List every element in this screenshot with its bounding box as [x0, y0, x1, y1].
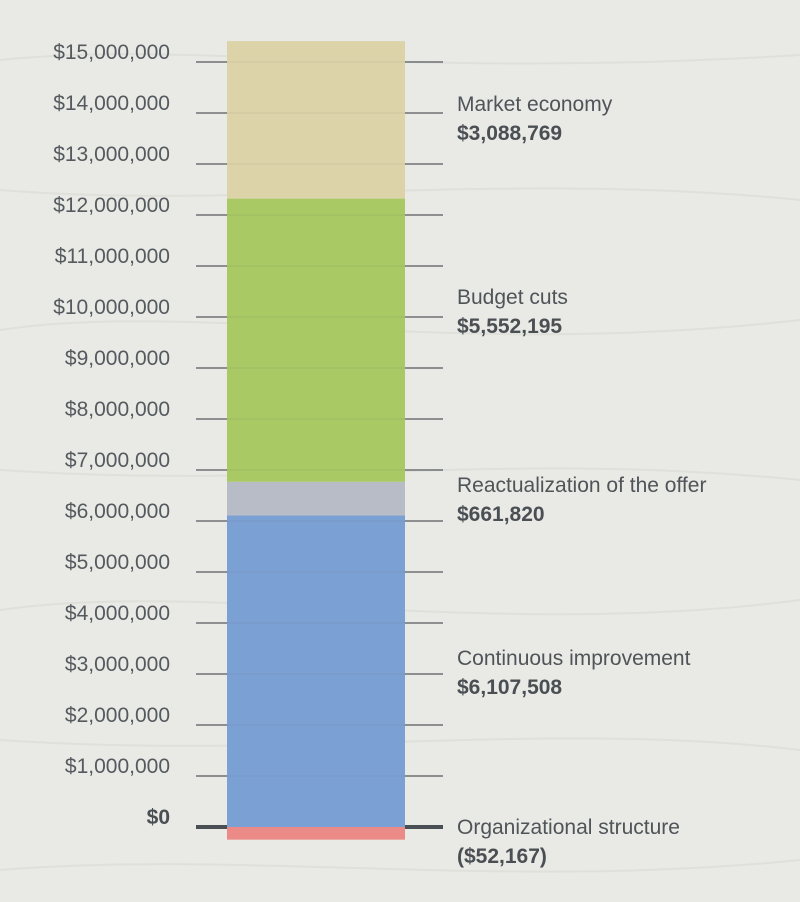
- segment-value-label: $3,088,769: [457, 122, 562, 145]
- segment-name-label: Reactualization of the offer: [457, 474, 706, 497]
- tick-label: $1,000,000: [65, 755, 170, 778]
- tick-label: $9,000,000: [65, 347, 170, 370]
- segment-labels: Organizational structure ($52,167) Continu…: [457, 93, 706, 868]
- tick-label: $14,000,000: [53, 92, 170, 115]
- segment-name-label: Market economy: [457, 93, 613, 116]
- bar-segment-reactualization-of-the-offer: [227, 481, 405, 516]
- segment-name-label: Budget cuts: [457, 286, 568, 309]
- segment-value-label: $661,820: [457, 503, 545, 526]
- segment-name-label: Organizational structure: [457, 816, 680, 839]
- bar-segment-market-economy: [227, 41, 405, 199]
- tick-label: $6,000,000: [65, 500, 170, 523]
- tick-label: $8,000,000: [65, 398, 170, 421]
- tick-label: $15,000,000: [53, 41, 170, 64]
- tick-label: $11,000,000: [55, 245, 170, 268]
- tick-label: $10,000,000: [53, 296, 170, 319]
- tick-label: $5,000,000: [65, 551, 170, 574]
- tick-label: $4,000,000: [65, 602, 170, 625]
- tick-label: $3,000,000: [65, 653, 170, 676]
- bar-segment-organizational-structure: [227, 827, 405, 840]
- segment-value-label: $6,107,508: [457, 676, 562, 699]
- grain-line: [0, 737, 800, 751]
- tick-label: $2,000,000: [65, 704, 170, 727]
- segment-name-label: Continuous improvement: [457, 647, 691, 670]
- y-axis-ticks: $0 $1,000,000 $2,000,000 $3,000,000 $4,000,0…: [53, 41, 443, 829]
- tick-label: $13,000,000: [53, 143, 170, 166]
- tick-label: $0: [147, 806, 170, 829]
- grain-line: [0, 859, 800, 873]
- segment-value-label: ($52,167): [457, 845, 547, 868]
- tick-label: $7,000,000: [65, 449, 170, 472]
- segment-value-label: $5,552,195: [457, 315, 562, 338]
- bar-segment-continuous-improvement: [227, 515, 405, 827]
- bar-segments: [227, 41, 405, 840]
- tick-label: $12,000,000: [53, 194, 170, 217]
- bar-segment-budget-cuts: [227, 198, 405, 482]
